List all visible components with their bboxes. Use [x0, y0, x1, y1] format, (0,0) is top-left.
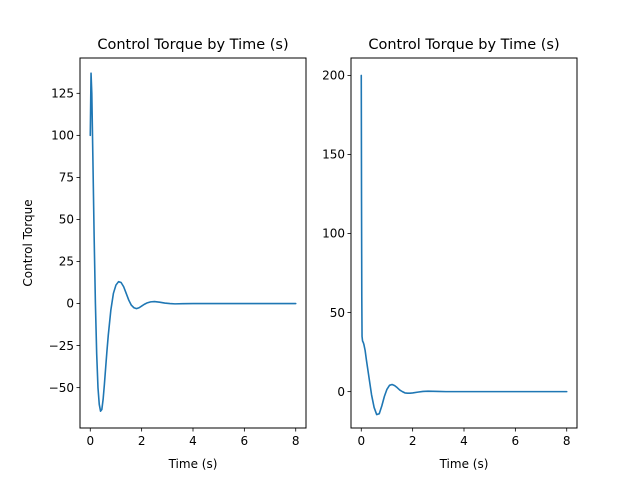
right-x-tick-label: 6 [512, 434, 520, 448]
right-x-ticks: 0 2 4 6 8 [357, 428, 571, 448]
right-x-tick-label: 2 [409, 434, 417, 448]
right-series-group [360, 74, 568, 416]
left-x-tick-label: 4 [189, 434, 197, 448]
left-x-tick-label: 0 [86, 434, 94, 448]
left-y-axis-label: Control Torque [21, 199, 35, 286]
left-y-ticks: −50 −25 0 25 50 75 100 125 [49, 87, 80, 395]
right-x-tick-label: 0 [357, 434, 365, 448]
right-subplot: Control Torque by Time (s) Time (s) 0 50 1… [322, 37, 578, 471]
left-y-tick-label: −50 [49, 381, 74, 395]
left-y-tick-label: 125 [51, 87, 74, 101]
right-series-line [360, 74, 568, 416]
left-y-tick-label: 50 [59, 213, 74, 227]
left-x-ticks: 0 2 4 6 8 [86, 428, 300, 448]
right-y-tick-label: 100 [322, 227, 345, 241]
left-x-tick-label: 8 [292, 434, 300, 448]
left-axes-frame [79, 57, 307, 429]
left-y-tick-label: 25 [59, 255, 74, 269]
right-y-tick-label: 200 [322, 69, 345, 83]
left-x-axis-label: Time (s) [168, 457, 218, 471]
right-y-tick-label: 150 [322, 148, 345, 162]
left-y-tick-label: −25 [49, 339, 74, 353]
right-x-axis-label: Time (s) [439, 457, 489, 471]
left-y-tick-label: 100 [51, 129, 74, 143]
left-series-line [89, 72, 297, 412]
left-y-tick-label: 75 [59, 171, 74, 185]
right-axes-frame [350, 57, 578, 429]
left-series-group [89, 72, 297, 412]
left-x-tick-label: 2 [138, 434, 146, 448]
left-x-tick-label: 6 [241, 434, 249, 448]
left-y-tick-label: 0 [66, 297, 74, 311]
right-x-tick-label: 4 [460, 434, 468, 448]
right-y-ticks: 0 50 100 150 200 [322, 69, 351, 399]
right-x-tick-label: 8 [563, 434, 571, 448]
right-chart-title: Control Torque by Time (s) [368, 37, 559, 53]
left-chart-title: Control Torque by Time (s) [97, 37, 288, 53]
right-y-tick-label: 50 [330, 306, 345, 320]
right-y-tick-label: 0 [337, 385, 345, 399]
left-subplot: Control Torque by Time (s) Control Torqu… [21, 37, 307, 471]
